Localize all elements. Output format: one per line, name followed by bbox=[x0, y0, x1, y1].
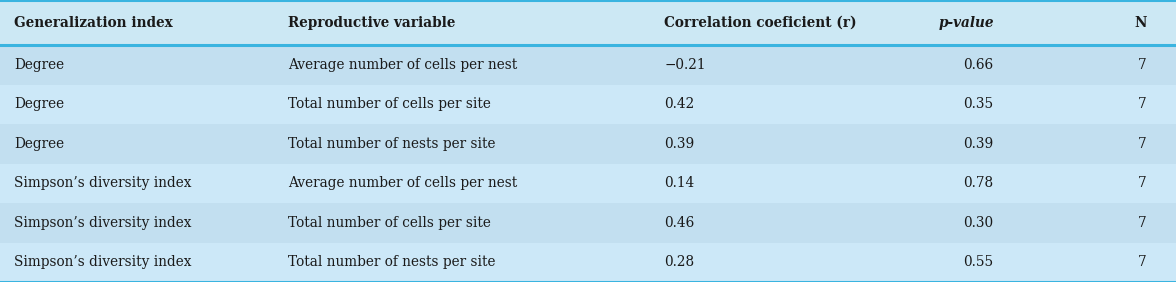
Text: 0.66: 0.66 bbox=[963, 58, 994, 72]
Text: 0.39: 0.39 bbox=[963, 137, 994, 151]
Text: Degree: Degree bbox=[14, 58, 65, 72]
Bar bbox=[0, 45, 1176, 85]
Text: Degree: Degree bbox=[14, 97, 65, 111]
Text: 0.28: 0.28 bbox=[664, 255, 695, 269]
Text: 0.30: 0.30 bbox=[963, 216, 994, 230]
Bar bbox=[0, 85, 1176, 124]
Text: 0.78: 0.78 bbox=[963, 176, 994, 190]
Text: Simpson’s diversity index: Simpson’s diversity index bbox=[14, 255, 192, 269]
Text: 0.14: 0.14 bbox=[664, 176, 695, 190]
Text: Average number of cells per nest: Average number of cells per nest bbox=[288, 58, 517, 72]
Text: 0.55: 0.55 bbox=[963, 255, 994, 269]
Text: −0.21: −0.21 bbox=[664, 58, 706, 72]
Bar bbox=[0, 203, 1176, 243]
Bar bbox=[0, 164, 1176, 203]
Text: 0.35: 0.35 bbox=[963, 97, 994, 111]
Text: 7: 7 bbox=[1138, 137, 1147, 151]
Text: 7: 7 bbox=[1138, 97, 1147, 111]
Text: 0.46: 0.46 bbox=[664, 216, 695, 230]
Text: Total number of cells per site: Total number of cells per site bbox=[288, 97, 492, 111]
Text: 7: 7 bbox=[1138, 58, 1147, 72]
Text: 7: 7 bbox=[1138, 216, 1147, 230]
Text: 0.39: 0.39 bbox=[664, 137, 695, 151]
Text: Simpson’s diversity index: Simpson’s diversity index bbox=[14, 216, 192, 230]
Text: p-value: p-value bbox=[938, 16, 994, 30]
Bar bbox=[0, 243, 1176, 282]
Bar bbox=[0, 124, 1176, 164]
Text: 0.42: 0.42 bbox=[664, 97, 695, 111]
Text: Generalization index: Generalization index bbox=[14, 16, 173, 30]
Text: N: N bbox=[1134, 16, 1147, 30]
Text: 7: 7 bbox=[1138, 176, 1147, 190]
Text: Average number of cells per nest: Average number of cells per nest bbox=[288, 176, 517, 190]
Text: Reproductive variable: Reproductive variable bbox=[288, 16, 455, 30]
Text: Total number of nests per site: Total number of nests per site bbox=[288, 137, 495, 151]
Text: 7: 7 bbox=[1138, 255, 1147, 269]
Text: Total number of nests per site: Total number of nests per site bbox=[288, 255, 495, 269]
Text: Total number of cells per site: Total number of cells per site bbox=[288, 216, 492, 230]
Text: Degree: Degree bbox=[14, 137, 65, 151]
Text: Correlation coeficient (r): Correlation coeficient (r) bbox=[664, 16, 857, 30]
Text: Simpson’s diversity index: Simpson’s diversity index bbox=[14, 176, 192, 190]
